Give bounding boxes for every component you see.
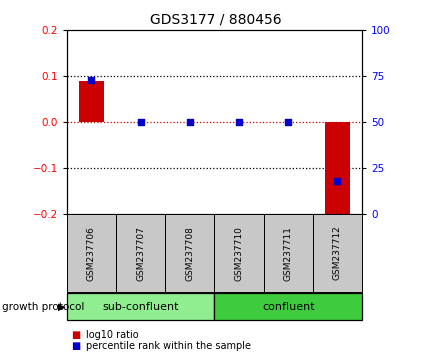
Text: percentile rank within the sample: percentile rank within the sample (86, 341, 251, 351)
Text: log10 ratio: log10 ratio (86, 330, 138, 339)
Bar (263, 214, 312, 292)
Text: ▶: ▶ (58, 302, 65, 312)
Bar (214, 293, 361, 320)
Bar (67, 293, 214, 320)
Text: GDS3177 / 880456: GDS3177 / 880456 (149, 12, 281, 27)
Text: growth protocol: growth protocol (2, 302, 84, 312)
Point (284, 119, 291, 125)
Text: ■: ■ (71, 341, 80, 351)
Bar (79, 81, 104, 122)
Bar (214, 214, 263, 292)
Bar (116, 214, 165, 292)
Text: GSM237707: GSM237707 (136, 225, 145, 281)
Point (137, 119, 144, 125)
Text: confluent: confluent (261, 302, 314, 312)
Text: GSM237708: GSM237708 (185, 225, 194, 281)
Text: GSM237711: GSM237711 (283, 225, 292, 281)
Bar (312, 214, 361, 292)
Bar (324, 122, 349, 219)
Text: GSM237710: GSM237710 (234, 225, 243, 281)
Text: GSM237712: GSM237712 (332, 226, 341, 280)
Point (333, 178, 340, 184)
Point (186, 119, 193, 125)
Point (88, 77, 95, 82)
Text: sub-confluent: sub-confluent (102, 302, 178, 312)
Bar (67, 214, 116, 292)
Text: ■: ■ (71, 330, 80, 339)
Bar (165, 214, 214, 292)
Point (235, 119, 242, 125)
Text: GSM237706: GSM237706 (87, 225, 96, 281)
